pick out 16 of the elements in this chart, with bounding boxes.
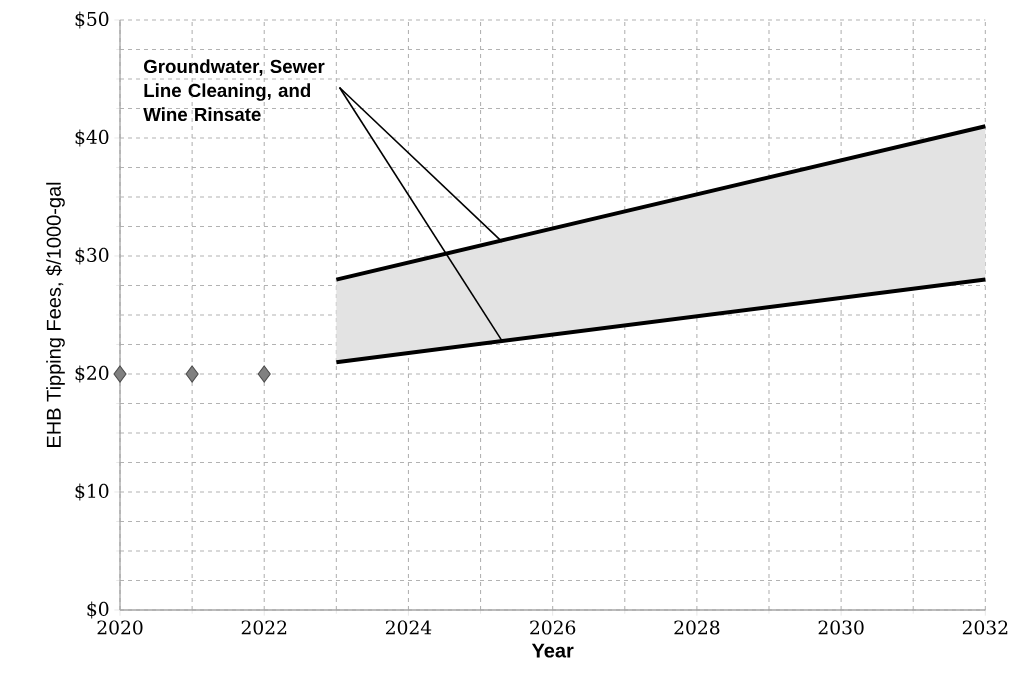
x-tick-label: 2030 [818,620,864,635]
x-tick-label: 2032 [962,620,1008,635]
x-tick-label: 2028 [674,620,720,635]
y-tick-label: $10 [75,483,109,501]
x-tick-label: 2026 [530,620,576,635]
y-tick-label: $30 [75,247,109,265]
x-axis-title: Year [531,643,574,658]
y-axis-title: EHB Tipping Fees, $/1000-gal [45,182,65,447]
x-tick-label: 2024 [385,620,432,635]
y-tick-label: $50 [75,11,109,29]
y-tick-label: $0 [87,601,109,619]
annotation: Groundwater, Sewer Line Cleaning, and Wine Rinsate [143,59,325,122]
y-tick-label: $20 [75,365,109,383]
y-tick-label: $40 [75,129,109,147]
x-tick-label: 2020 [97,620,143,635]
x-tick-label: 2022 [241,620,287,635]
